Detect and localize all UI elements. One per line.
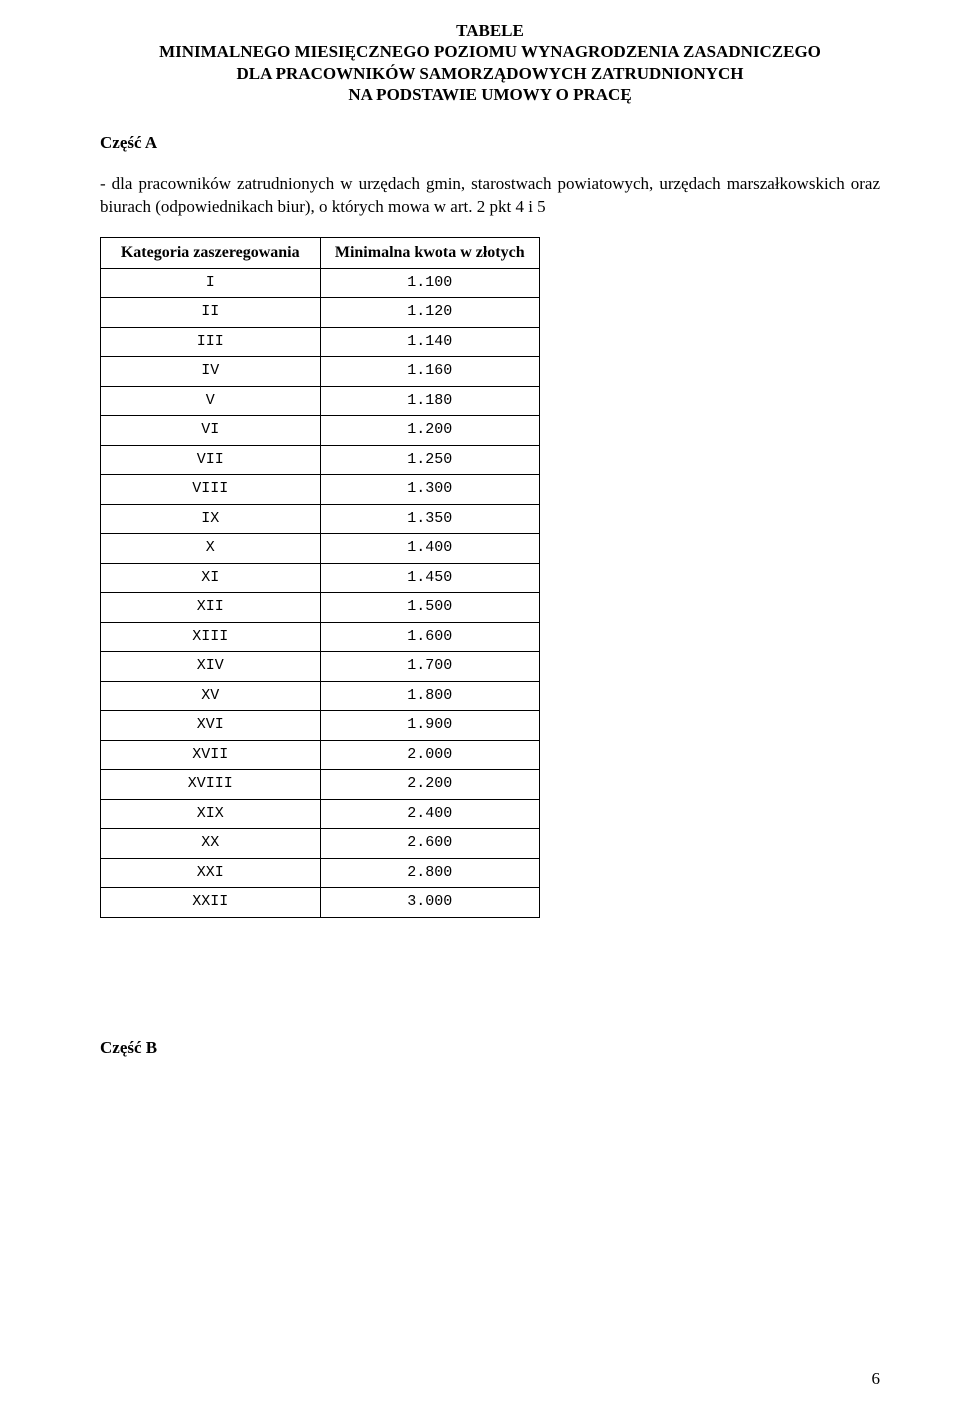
table-row: VI1.200 — [101, 416, 540, 446]
cell-amount: 1.350 — [320, 504, 540, 534]
table-row: XIII1.600 — [101, 622, 540, 652]
cell-category: XX — [101, 829, 321, 859]
table-row: XXII3.000 — [101, 888, 540, 918]
cell-category: XXII — [101, 888, 321, 918]
cell-amount: 1.250 — [320, 445, 540, 475]
col-header-category: Kategoria zaszeregowania — [101, 237, 321, 268]
page-number: 6 — [872, 1369, 881, 1389]
cell-amount: 1.500 — [320, 593, 540, 623]
table-row: VIII1.300 — [101, 475, 540, 505]
cell-amount: 2.200 — [320, 770, 540, 800]
table-row: XV1.800 — [101, 681, 540, 711]
cell-amount: 2.800 — [320, 858, 540, 888]
cell-amount: 2.400 — [320, 799, 540, 829]
table-row: XIV1.700 — [101, 652, 540, 682]
cell-amount: 1.900 — [320, 711, 540, 741]
cell-amount: 1.120 — [320, 298, 540, 328]
cell-amount: 1.200 — [320, 416, 540, 446]
table-row: XII1.500 — [101, 593, 540, 623]
table-row: XXI2.800 — [101, 858, 540, 888]
cell-category: X — [101, 534, 321, 564]
document-title: TABELE MINIMALNEGO MIESIĘCZNEGO POZIOMU … — [100, 20, 880, 105]
table-row: IX1.350 — [101, 504, 540, 534]
cell-amount: 1.160 — [320, 357, 540, 387]
table-row: XVI1.900 — [101, 711, 540, 741]
section-a-label: Część A — [100, 133, 880, 153]
cell-category: XI — [101, 563, 321, 593]
table-row: I1.100 — [101, 268, 540, 298]
cell-category: XV — [101, 681, 321, 711]
table-row: V1.180 — [101, 386, 540, 416]
cell-category: XIV — [101, 652, 321, 682]
table-row: XIX2.400 — [101, 799, 540, 829]
cell-amount: 1.300 — [320, 475, 540, 505]
table-row: II1.120 — [101, 298, 540, 328]
salary-table: Kategoria zaszeregowania Minimalna kwota… — [100, 237, 540, 918]
cell-amount: 2.000 — [320, 740, 540, 770]
title-line-3: DLA PRACOWNIKÓW SAMORZĄDOWYCH ZATRUDNION… — [100, 63, 880, 84]
cell-category: VIII — [101, 475, 321, 505]
table-row: IV1.160 — [101, 357, 540, 387]
cell-category: VI — [101, 416, 321, 446]
cell-amount: 1.450 — [320, 563, 540, 593]
table-row: XVIII2.200 — [101, 770, 540, 800]
cell-amount: 1.140 — [320, 327, 540, 357]
cell-amount: 1.600 — [320, 622, 540, 652]
section-b-label: Część B — [100, 1038, 880, 1058]
cell-category: IV — [101, 357, 321, 387]
table-header-row: Kategoria zaszeregowania Minimalna kwota… — [101, 237, 540, 268]
section-a-intro: - dla pracowników zatrudnionych w urzęda… — [100, 173, 880, 219]
cell-amount: 1.100 — [320, 268, 540, 298]
cell-category: VII — [101, 445, 321, 475]
title-line-1: TABELE — [100, 20, 880, 41]
table-row: XX2.600 — [101, 829, 540, 859]
title-line-4: NA PODSTAWIE UMOWY O PRACĘ — [100, 84, 880, 105]
table-row: VII1.250 — [101, 445, 540, 475]
cell-category: XII — [101, 593, 321, 623]
title-line-2: MINIMALNEGO MIESIĘCZNEGO POZIOMU WYNAGRO… — [100, 41, 880, 62]
table-row: XVII2.000 — [101, 740, 540, 770]
cell-category: V — [101, 386, 321, 416]
cell-amount: 1.180 — [320, 386, 540, 416]
col-header-amount: Minimalna kwota w złotych — [320, 237, 540, 268]
table-row: XI1.450 — [101, 563, 540, 593]
table-row: III1.140 — [101, 327, 540, 357]
cell-amount: 1.400 — [320, 534, 540, 564]
cell-category: II — [101, 298, 321, 328]
cell-category: XXI — [101, 858, 321, 888]
cell-amount: 2.600 — [320, 829, 540, 859]
cell-category: I — [101, 268, 321, 298]
cell-category: XVII — [101, 740, 321, 770]
cell-category: XVIII — [101, 770, 321, 800]
cell-amount: 1.700 — [320, 652, 540, 682]
cell-amount: 3.000 — [320, 888, 540, 918]
cell-category: XVI — [101, 711, 321, 741]
cell-category: III — [101, 327, 321, 357]
table-row: X1.400 — [101, 534, 540, 564]
cell-amount: 1.800 — [320, 681, 540, 711]
cell-category: IX — [101, 504, 321, 534]
cell-category: XIII — [101, 622, 321, 652]
cell-category: XIX — [101, 799, 321, 829]
